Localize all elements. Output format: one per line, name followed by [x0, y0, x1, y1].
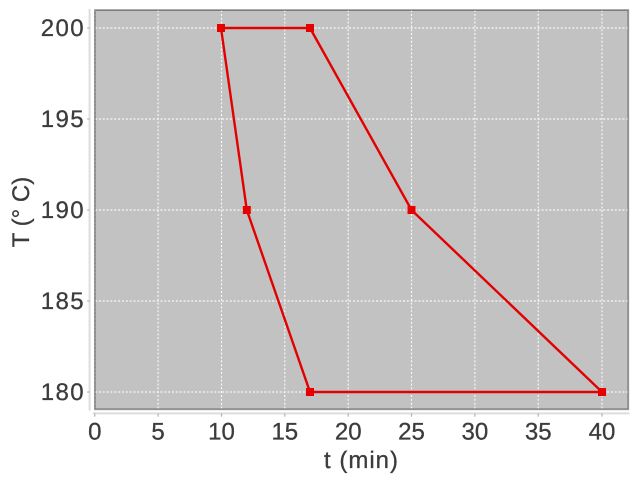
- svg-text:190: 190: [41, 197, 85, 224]
- svg-text:0: 0: [88, 419, 101, 446]
- svg-text:195: 195: [41, 106, 85, 133]
- svg-text:15: 15: [271, 419, 298, 446]
- svg-text:185: 185: [41, 288, 85, 315]
- svg-text:180: 180: [41, 379, 85, 406]
- svg-text:T (° C): T (° C): [8, 177, 35, 247]
- svg-text:10: 10: [208, 419, 235, 446]
- svg-text:40: 40: [589, 419, 616, 446]
- svg-text:25: 25: [398, 419, 425, 446]
- svg-text:35: 35: [525, 419, 552, 446]
- svg-text:30: 30: [462, 419, 489, 446]
- svg-text:5: 5: [151, 419, 164, 446]
- svg-text:t (min): t (min): [324, 447, 399, 474]
- svg-text:200: 200: [41, 15, 85, 42]
- svg-text:20: 20: [335, 419, 362, 446]
